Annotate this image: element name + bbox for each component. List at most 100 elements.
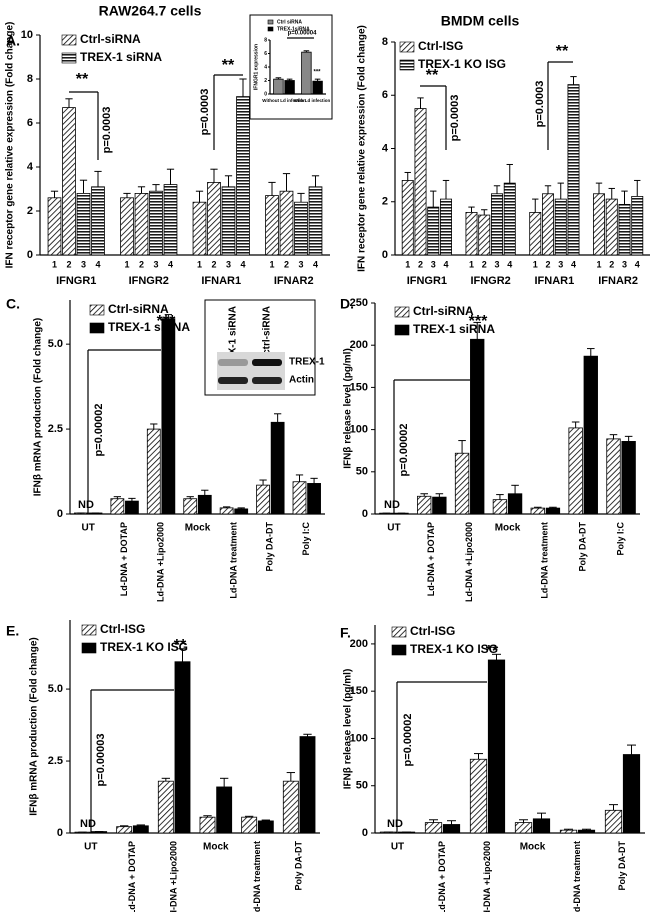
bar: [604, 809, 623, 834]
bar: [532, 818, 551, 834]
x-tick-label: With Ld infection: [294, 98, 331, 103]
bar: [299, 736, 316, 834]
bar: [91, 186, 105, 256]
bar: [116, 826, 133, 834]
bar: [163, 184, 178, 256]
y-tick-label: 200: [350, 638, 368, 650]
annotation: **: [76, 71, 89, 88]
bar: [567, 84, 580, 256]
bar: [257, 820, 274, 834]
bar: [414, 108, 427, 256]
bar: [606, 438, 621, 515]
bar: [132, 825, 149, 834]
y-tick-label: 8: [27, 73, 33, 85]
x-tick-label: IFNGR2: [470, 275, 510, 287]
bar: [221, 186, 236, 256]
legend-swatch: [61, 34, 77, 46]
x-tick-label: Ld-DNA treatment: [572, 841, 582, 912]
bar: [216, 786, 233, 834]
x-tick-label: Mock: [495, 523, 521, 534]
bar: [618, 204, 631, 256]
bar: [593, 193, 605, 256]
blot-band: [218, 359, 248, 366]
y-tick-label: 8: [382, 36, 388, 48]
x-tick-label: Poly DA-DT: [265, 521, 275, 571]
bar: [491, 193, 503, 256]
legend-label: Ctrl siRNA: [277, 19, 302, 25]
annotation: p=0.0003: [199, 89, 211, 136]
x-tick-label: Ld-DNA treatment: [228, 522, 238, 599]
x-tick-label: UT: [391, 842, 404, 853]
bar-number: 2: [139, 259, 144, 269]
bar: [554, 198, 567, 256]
x-tick-label: IFNGR1: [56, 275, 96, 287]
bar: [417, 495, 432, 515]
y-tick-label: 6: [27, 117, 33, 129]
bar: [301, 51, 312, 95]
legend-label: Ctrl-siRNA: [413, 304, 474, 318]
y-tick-label: 8: [264, 37, 267, 43]
legend-label: Ctrl-ISG: [418, 39, 463, 53]
bar: [76, 192, 91, 256]
legend-label: TREX-1 KO ISG: [418, 57, 506, 71]
bar-number: 1: [52, 259, 57, 269]
y-tick-label: 6: [382, 89, 388, 101]
y-axis-label: IFNβ mRNA production (Fold change): [29, 637, 40, 816]
x-tick-label: UT: [82, 523, 95, 534]
bar-number: 1: [596, 259, 601, 269]
x-tick-label: Ld-DNA +Lipo2000: [155, 522, 165, 602]
bar: [503, 182, 516, 256]
bar: [174, 661, 191, 834]
bar: [207, 181, 221, 256]
y-tick-label: 6: [264, 51, 267, 57]
y-axis-label: IFN receptor gene relative expression (F…: [357, 25, 368, 272]
annotation: ***: [469, 313, 488, 330]
blot-band: [252, 377, 282, 384]
bar: [219, 507, 234, 515]
bar: [256, 484, 270, 515]
bar: [292, 481, 307, 515]
y-tick-label: 50: [356, 780, 368, 792]
y-tick-label: 5.0: [48, 338, 63, 350]
x-tick-label: IFNAR1: [201, 275, 241, 287]
x-tick-label: IFNGR2: [129, 275, 169, 287]
x-tick-label: Ld-DNA + DOTAP: [426, 522, 436, 596]
bar: [622, 754, 641, 834]
y-tick-label: 50: [356, 466, 368, 478]
x-tick-label: UT: [387, 523, 400, 534]
y-tick-label: 150: [350, 685, 368, 697]
bar-number: 2: [482, 259, 487, 269]
y-tick-label: 2: [27, 205, 33, 217]
bar-number: 2: [284, 259, 289, 269]
bar-number: 4: [313, 259, 318, 269]
bar: [621, 441, 636, 515]
y-tick-label: 5.0: [48, 683, 63, 695]
blot-band: [218, 377, 248, 384]
bar: [146, 428, 161, 515]
legend-label: Ctrl-siRNA: [80, 32, 141, 46]
bar: [234, 508, 249, 515]
x-tick-label: UT: [84, 842, 97, 853]
panel-label: A.: [6, 33, 20, 49]
panel-label: F.: [340, 625, 351, 641]
x-tick-label: Poly DA-DT: [294, 840, 304, 890]
y-tick-label: 2: [382, 196, 388, 208]
legend-swatch: [399, 41, 415, 53]
annotation: p=0.00004: [288, 31, 318, 37]
annotation: ND: [387, 818, 403, 830]
legend-label: TREX-1siRNA: [277, 26, 310, 32]
bar: [492, 499, 508, 515]
bar: [424, 822, 443, 834]
x-tick-label: Ld-DNA + DOTAP: [119, 522, 129, 596]
x-tick-label: IFNGR1: [407, 275, 447, 287]
y-tick-label: 0: [382, 249, 388, 261]
y-tick-label: 250: [350, 297, 368, 309]
bar: [442, 824, 461, 834]
blot-lane-label: ctrl-siRNA: [262, 306, 273, 355]
bar: [62, 107, 76, 256]
x-tick-label: Poly I:C: [301, 522, 311, 556]
bar: [192, 201, 207, 256]
bar: [270, 421, 285, 515]
bar: [120, 197, 134, 256]
y-tick-label: 0: [27, 249, 33, 261]
